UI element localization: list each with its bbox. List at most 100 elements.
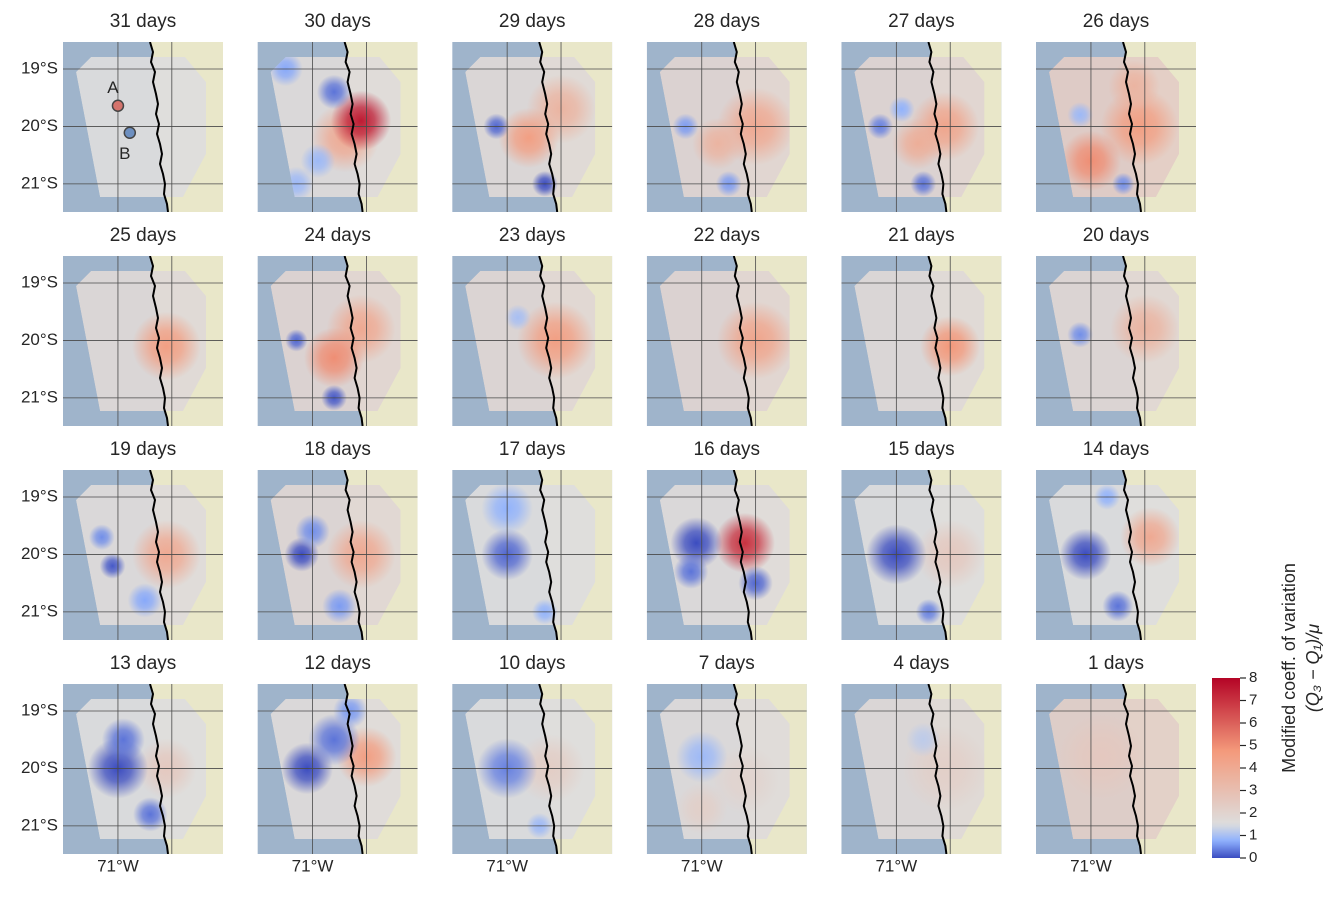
coastline <box>1122 256 1142 426</box>
map-panel <box>452 470 613 640</box>
colorbar-tick-label: 4 <box>1249 759 1257 776</box>
lon-tick-label: 71°W <box>681 856 723 875</box>
anomaly <box>1067 102 1094 128</box>
coastline <box>149 684 169 854</box>
site-label: A <box>107 78 119 97</box>
coastline <box>343 256 364 426</box>
heatmap <box>659 57 790 197</box>
panel-title: 30 days <box>304 11 371 32</box>
coastline <box>538 470 559 640</box>
heatmap <box>76 57 206 197</box>
anomaly <box>710 745 780 815</box>
map-panel <box>646 256 807 426</box>
panel-title: 13 days <box>110 653 177 674</box>
map-panel <box>63 256 223 426</box>
map-panel <box>1036 470 1196 640</box>
panel-title: 28 days <box>694 11 761 32</box>
lon-tick-label: 71°W <box>292 856 334 875</box>
colorbar-sublabel: (Q₃ − Q₁)/μ <box>1303 624 1323 712</box>
anomaly <box>906 722 941 757</box>
anomaly <box>892 117 944 170</box>
anomaly <box>99 552 126 579</box>
coastline <box>927 256 948 426</box>
colorbar-tick-label: 0 <box>1249 849 1257 866</box>
anomaly <box>1067 321 1094 348</box>
panel-title: 20 days <box>1083 225 1150 246</box>
panel-title: 16 days <box>694 439 761 460</box>
coastline <box>149 470 169 640</box>
panel-title: 17 days <box>499 439 566 460</box>
site-marker <box>123 126 137 139</box>
lat-tick-label: 19°S <box>21 700 58 719</box>
map-panel <box>646 42 807 212</box>
panel-title: 21 days <box>888 225 955 246</box>
coastline <box>538 684 559 854</box>
site-marker <box>111 99 125 112</box>
map-panel <box>63 684 223 854</box>
lat-tick-label: 21°S <box>21 601 58 620</box>
lat-tick-label: 19°S <box>21 58 58 77</box>
anomaly <box>88 524 115 551</box>
lat-tick-label: 21°S <box>21 815 58 834</box>
coastline <box>732 42 753 212</box>
heatmap <box>659 485 790 625</box>
heatmap <box>76 271 206 411</box>
panel-title: 22 days <box>694 225 761 246</box>
anomaly <box>300 143 336 179</box>
map-panel <box>841 684 1002 854</box>
lat-tick-label: 21°S <box>21 387 58 406</box>
colorbar-tick-label: 6 <box>1249 714 1257 731</box>
map-panel <box>1036 42 1196 212</box>
panel-title: 27 days <box>888 11 955 32</box>
anomaly <box>498 107 559 169</box>
anomaly <box>505 304 531 331</box>
lat-tick-label: 20°S <box>21 758 58 777</box>
map-panel <box>257 684 418 854</box>
heatmap <box>854 699 985 839</box>
coastline <box>927 470 948 640</box>
map-panel <box>646 470 807 640</box>
anomaly <box>1058 713 1145 801</box>
anomaly <box>888 96 915 123</box>
panel-title: 23 days <box>499 225 566 246</box>
map-panel <box>257 42 418 212</box>
anomaly <box>330 90 392 151</box>
anomaly <box>322 588 357 624</box>
map-panel <box>841 470 1002 640</box>
lat-tick-label: 19°S <box>21 272 58 291</box>
coastline <box>538 256 559 426</box>
coastline <box>732 256 753 426</box>
map-panel: AB <box>63 42 223 212</box>
coastline <box>1122 684 1142 854</box>
coastline <box>149 42 169 212</box>
coastline <box>343 684 364 854</box>
lon-tick-label: 71°W <box>97 856 139 875</box>
colorbar-label: Modified coeff. of variation <box>1279 563 1299 773</box>
panel-title: 24 days <box>304 225 371 246</box>
site-label: B <box>119 144 130 163</box>
anomaly <box>673 554 709 589</box>
colorbar-tick-label: 1 <box>1249 826 1257 843</box>
map-panel <box>452 684 613 854</box>
lat-tick-label: 20°S <box>21 330 58 349</box>
heatmap <box>270 57 401 197</box>
colorbar-tick-label: 8 <box>1249 669 1257 686</box>
heatmap <box>270 485 401 625</box>
panel-title: 1 days <box>1088 653 1144 674</box>
coastline <box>927 684 948 854</box>
anomaly <box>1108 60 1160 113</box>
colorbar-tick-label: 3 <box>1249 781 1257 798</box>
map-panel <box>1036 684 1196 854</box>
heatmap-base <box>76 57 206 197</box>
colorbar-tick-label: 5 <box>1249 736 1257 753</box>
anomaly <box>127 583 163 618</box>
coastline <box>149 256 169 426</box>
map-panel <box>63 470 223 640</box>
panel-title: 31 days <box>110 11 177 32</box>
coastline <box>1122 470 1142 640</box>
lon-tick-label: 71°W <box>486 856 528 875</box>
coastline <box>732 684 753 854</box>
panel-title: 25 days <box>110 225 177 246</box>
map-panel <box>257 256 418 426</box>
